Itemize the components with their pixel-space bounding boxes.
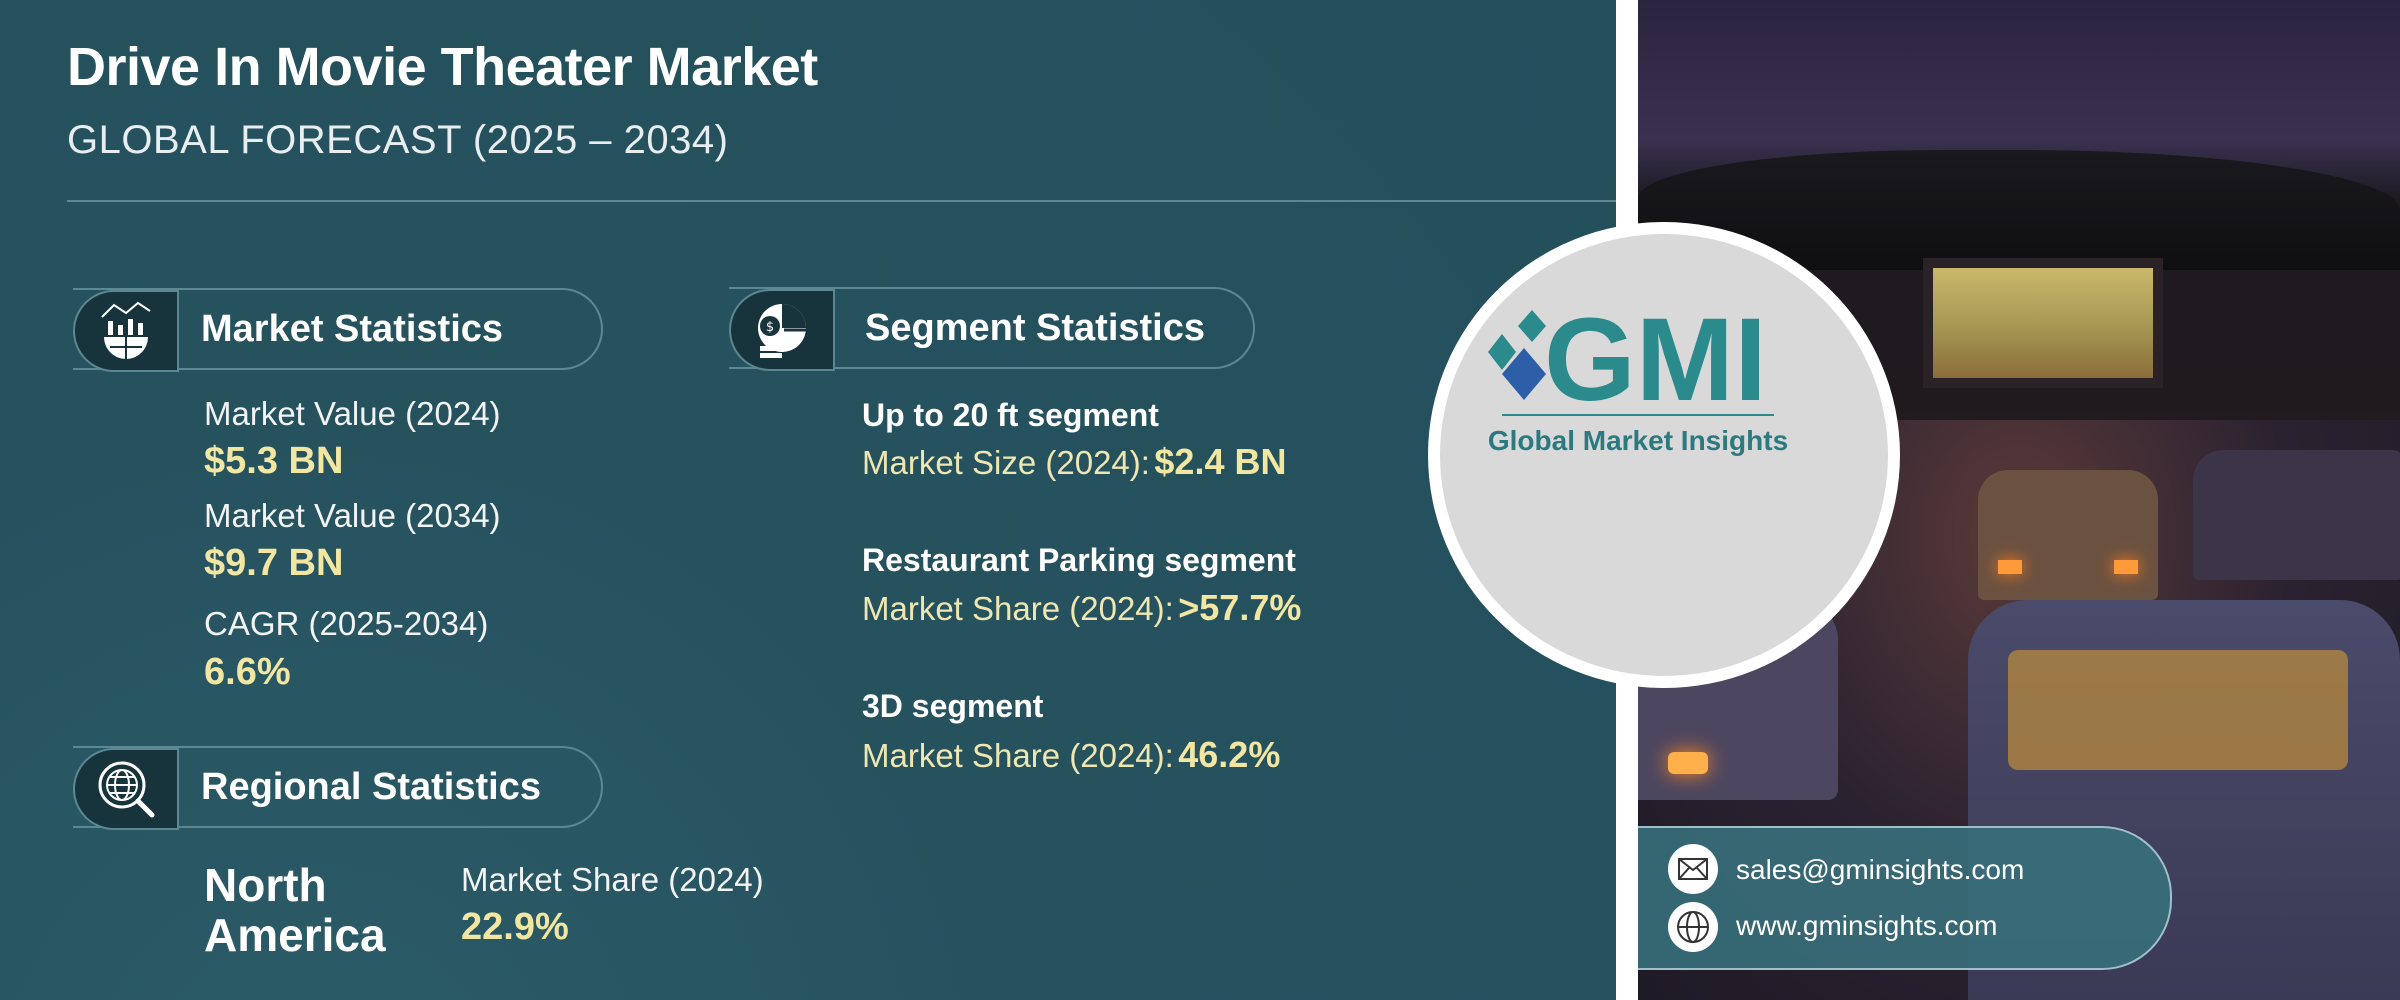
money-pie-icon: $ bbox=[729, 289, 835, 371]
divider bbox=[67, 200, 1616, 202]
segment-2-label: Market Share (2024): bbox=[862, 590, 1174, 627]
market-statistics-title: Market Statistics bbox=[201, 308, 504, 350]
movie-screen bbox=[1923, 258, 2163, 388]
gmi-logo-name: Global Market Insights bbox=[1488, 425, 1788, 456]
svg-text:$: $ bbox=[766, 320, 774, 335]
contact-box: sales@gminsights.com www.gminsights.com bbox=[1638, 826, 2172, 970]
page-subtitle: GLOBAL FORECAST (2025 – 2034) bbox=[67, 118, 729, 162]
segment-statistics-title: Segment Statistics bbox=[865, 307, 1205, 349]
segment-3-label: Market Share (2024): bbox=[862, 737, 1174, 774]
regional-statistics-header: Regional Statistics bbox=[73, 746, 603, 830]
mail-icon bbox=[1668, 844, 1718, 894]
email-link[interactable]: sales@gminsights.com bbox=[1736, 854, 2025, 885]
page-title: Drive In Movie Theater Market bbox=[67, 37, 818, 97]
segment-3-name: 3D segment bbox=[862, 688, 1044, 724]
left-panel bbox=[0, 0, 1616, 1000]
globe-www-icon bbox=[1668, 902, 1718, 952]
segment-2-value: >57.7% bbox=[1178, 587, 1302, 628]
regional-statistics-title: Regional Statistics bbox=[201, 766, 541, 808]
car-window bbox=[2008, 650, 2348, 770]
cagr-label: CAGR (2025-2034) bbox=[204, 605, 489, 642]
tail-light bbox=[1668, 752, 1708, 774]
segment-2-name: Restaurant Parking segment bbox=[862, 542, 1296, 578]
market-value-2024-label: Market Value (2024) bbox=[204, 395, 501, 432]
segment-3-stat: Market Share (2024): 46.2% bbox=[862, 734, 1280, 776]
gmi-logo: GMI Global Market Insights bbox=[1428, 222, 1900, 688]
region-name-line1: North bbox=[204, 859, 327, 911]
tail-light bbox=[1998, 560, 2022, 574]
segment-1-value: $2.4 BN bbox=[1154, 441, 1287, 482]
segment-1-stat: Market Size (2024): $2.4 BN bbox=[862, 441, 1286, 483]
region-name-line2: America bbox=[204, 909, 386, 961]
segment-1-label: Market Size (2024): bbox=[862, 444, 1150, 481]
segment-2-stat: Market Share (2024): >57.7% bbox=[862, 587, 1301, 629]
segment-statistics-header: $ Segment Statistics bbox=[729, 287, 1255, 371]
segment-1-name: Up to 20 ft segment bbox=[862, 397, 1159, 433]
market-value-2024: $5.3 BN bbox=[204, 440, 344, 482]
market-value-2034: $9.7 BN bbox=[204, 542, 344, 584]
gmi-logo-letters: GMI bbox=[1544, 294, 1767, 426]
segment-3-value: 46.2% bbox=[1178, 734, 1281, 775]
chart-globe-icon bbox=[73, 290, 179, 372]
car bbox=[2193, 450, 2400, 580]
website-link[interactable]: www.gminsights.com bbox=[1736, 910, 1998, 941]
market-statistics-header: Market Statistics bbox=[73, 288, 603, 372]
tail-light bbox=[2114, 560, 2138, 574]
cagr-value: 6.6% bbox=[204, 651, 291, 693]
region-share-value: 22.9% bbox=[461, 906, 569, 948]
globe-search-icon bbox=[73, 748, 179, 830]
region-share-label: Market Share (2024) bbox=[461, 861, 764, 898]
market-value-2034-label: Market Value (2034) bbox=[204, 497, 501, 534]
car bbox=[1978, 470, 2158, 600]
